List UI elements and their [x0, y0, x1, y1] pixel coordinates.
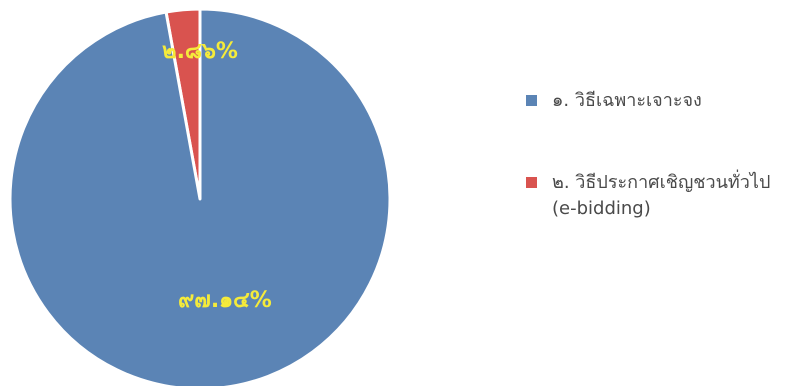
legend-label-specific: ๑. วิธีเฉพาะเจาะจง — [552, 90, 702, 111]
legend-item-specific: ๑. วิธีเฉพาะเจาะจง — [526, 88, 781, 114]
legend-label-ebidding: ๒. วิธีประกาศเชิญชวนทั่วไป (e-bidding) — [552, 172, 771, 219]
pie-slice-specific — [8, 7, 392, 386]
legend-swatch-red — [526, 177, 537, 188]
legend-item-ebidding: ๒. วิธีประกาศเชิญชวนทั่วไป (e-bidding) — [526, 170, 781, 222]
slice-label-methodspecific: ๙๗.๑๔% — [178, 288, 272, 313]
legend-swatch-blue — [526, 95, 537, 106]
legend: ๑. วิธีเฉพาะเจาะจง ๒. วิธีประกาศเชิญชวนท… — [526, 88, 781, 278]
slice-label-ebidding: ๒.๘๖% — [162, 39, 238, 64]
pie-slices — [8, 7, 392, 386]
